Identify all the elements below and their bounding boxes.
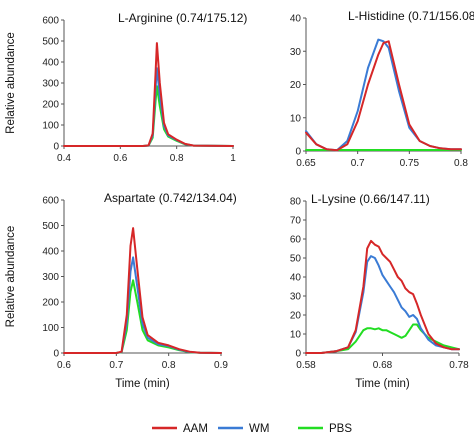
y-tick-label: 600 [42,16,59,27]
panel-l-histidine: 0 10 20 30 40 0.65 0.7 0.75 0.8 L-Histidine (0.71… [290,9,474,169]
y-tick-label: 60 [290,235,302,246]
x-tick-label: 0.8 [162,360,176,371]
legend-label-wm: WM [249,423,269,435]
x-tick-label: 0.7 [109,360,123,371]
x-tick-label: 0.68 [373,360,393,371]
y-tick-label: 30 [290,292,302,303]
y-tick-label: 100 [42,121,59,132]
x-tick-label: 0.8 [170,153,184,164]
series-line-aam [305,40,462,152]
y-axis-label: Relative abundance [5,32,17,134]
panel-aspartate: 0 100 200 300 400 500 600 0.6 0.7 0.8 0.9 Aspartate… [5,191,237,390]
series-line-aam [63,42,234,147]
legend: AAM WM PBS [152,423,352,435]
panel-l-lysine: 0 10 20 30 40 50 60 70 80 0.58 0.68 0.78 L-Lysine (0… [290,192,469,390]
y-tick-label: 500 [42,221,59,232]
y-tick-label: 20 [290,80,302,91]
y-tick-label: 70 [290,216,302,227]
series-line-wm [305,38,462,152]
series-line-pbs [63,85,234,147]
y-tick-label: 50 [290,254,302,265]
panel-l-arginine: 0 100 200 300 400 500 600 0.4 0.6 0.8 1 L-Arginine … [5,11,247,164]
x-tick-label: 0.75 [400,158,420,169]
y-tick-label: 0 [295,147,301,158]
series-line-wm [305,255,460,354]
x-axis-label: Time (min) [355,378,410,390]
legend-entry-aam: AAM [152,423,208,435]
x-tick-label: 0.65 [296,158,316,169]
x-tick-label: 0.6 [57,360,71,371]
legend-entry-pbs: PBS [298,423,352,435]
y-tick-label: 10 [290,113,302,124]
chart-title: L-Histidine (0.71/156.08) [348,9,474,23]
y-tick-label: 10 [290,330,302,341]
series-line-aam [305,239,460,354]
y-tick-label: 300 [42,79,59,90]
x-axis-label: Time (min) [115,378,170,390]
y-tick-label: 80 [290,197,302,208]
x-tick-label: 0.9 [214,360,228,371]
y-tick-label: 20 [290,311,302,322]
x-tick-label: 0.8 [454,158,468,169]
y-tick-label: 0 [53,142,59,153]
y-tick-label: 40 [290,14,302,25]
x-tick-label: 0.7 [351,158,365,169]
y-tick-label: 400 [42,247,59,258]
y-tick-label: 500 [42,37,59,48]
y-tick-label: 400 [42,58,59,69]
x-tick-label: 0.78 [449,360,469,371]
x-tick-label: 0.58 [296,360,316,371]
y-tick-label: 200 [42,100,59,111]
x-tick-label: 0.6 [113,153,127,164]
y-tick-label: 30 [290,47,302,58]
x-tick-label: 1 [230,153,236,164]
series-line-pbs [305,323,460,354]
legend-entry-wm: WM [218,423,269,435]
y-tick-label: 600 [42,196,59,207]
y-tick-label: 300 [42,272,59,283]
x-tick-label: 0.4 [57,153,71,164]
series-line-wm [63,256,222,354]
y-tick-label: 200 [42,298,59,309]
chart-title: L-Arginine (0.74/175.12) [118,11,247,25]
series-line-aam [63,227,222,354]
y-tick-label: 0 [295,349,301,360]
legend-label-aam: AAM [183,423,208,435]
chart-title: Aspartate (0.742/134.04) [104,191,237,205]
series-line-wm [63,67,234,147]
legend-label-pbs: PBS [329,423,352,435]
y-axis-label: Relative abundance [5,226,17,328]
y-tick-label: 0 [53,349,59,360]
y-tick-label: 100 [42,323,59,334]
y-tick-label: 40 [290,273,302,284]
chart-title: L-Lysine (0.66/147.11) [311,192,430,206]
